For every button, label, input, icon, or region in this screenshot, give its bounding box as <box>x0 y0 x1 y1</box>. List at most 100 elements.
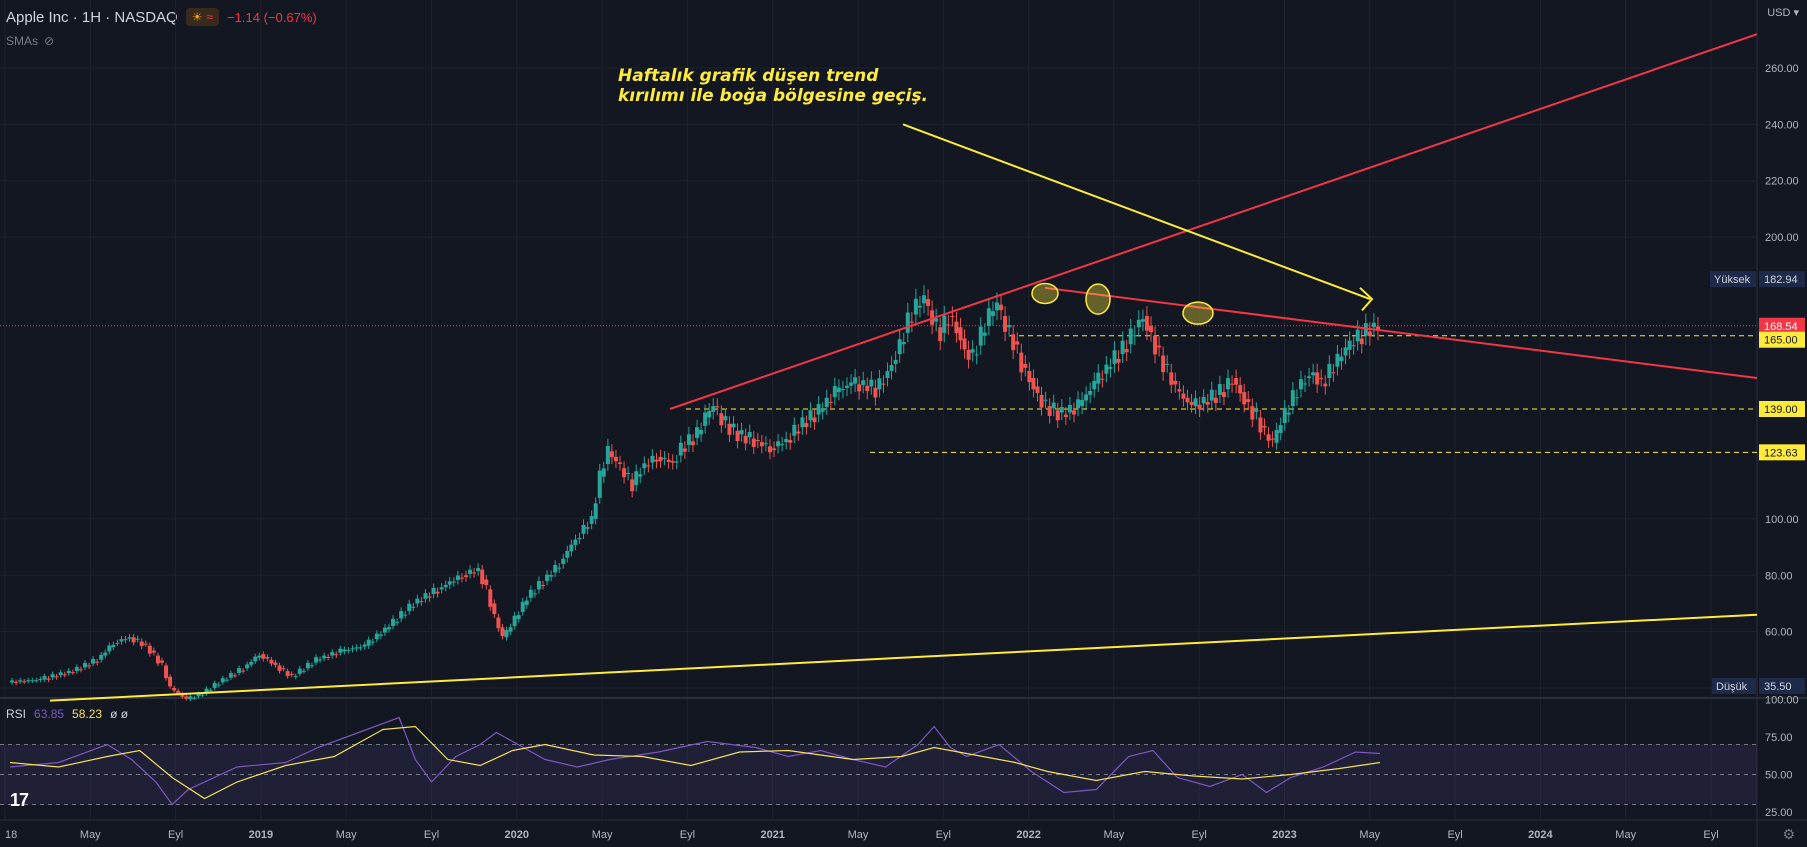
candle-body <box>630 479 635 492</box>
y-tick-label: 200.00 <box>1765 232 1799 244</box>
candle-body <box>1205 401 1210 405</box>
candle-body <box>1173 380 1178 385</box>
candle-body <box>962 338 967 350</box>
candle-body <box>670 461 675 463</box>
rsi-value: 63.85 <box>34 707 65 721</box>
candle-body <box>557 567 562 569</box>
candle-body <box>78 669 83 671</box>
tradingview-logo[interactable]: 17 <box>10 790 29 810</box>
candle-body <box>812 417 817 423</box>
candle-body <box>431 587 436 595</box>
candle-body <box>832 386 837 398</box>
candle-body <box>1347 340 1352 350</box>
candle-body <box>407 603 412 611</box>
candle-body <box>747 431 752 438</box>
candle-body <box>1367 331 1372 337</box>
candle-body <box>970 349 975 353</box>
candle-body <box>1303 383 1308 385</box>
candle-body <box>204 688 209 694</box>
x-tick-label: May <box>848 829 869 841</box>
candle-body <box>901 341 906 345</box>
candle-body <box>836 387 841 393</box>
candle-body <box>1003 316 1008 332</box>
candle-body <box>1371 322 1376 328</box>
candle-body <box>885 371 890 378</box>
horizontal-levels <box>0 325 1757 453</box>
candle-body <box>1076 399 1081 409</box>
candle-body <box>739 430 744 435</box>
x-tick-label: 2024 <box>1528 829 1553 841</box>
candle-body <box>638 474 643 477</box>
candle-body <box>800 417 805 428</box>
annotation-line-1: Haftalık grafik düşen trend <box>618 66 879 86</box>
candle-body <box>690 441 695 446</box>
candle-body <box>131 637 136 643</box>
candle-body <box>297 668 302 674</box>
high-price-badge-bg <box>1759 271 1805 288</box>
candle-body <box>840 389 845 391</box>
candle-body <box>605 445 610 464</box>
candle-body <box>1169 372 1174 385</box>
candle-body <box>62 674 67 676</box>
candle-body <box>541 585 546 587</box>
long-term-support-line <box>49 613 1758 702</box>
low-price-badge-bg <box>1759 678 1805 694</box>
candle-body <box>273 662 278 665</box>
candle-body <box>1067 404 1072 413</box>
market-status-badge[interactable]: ☀ ≈ <box>185 8 220 26</box>
candle-body <box>403 614 408 616</box>
symbol-title[interactable]: Apple Inc · 1H · NASDAQ <box>6 8 178 26</box>
candle-body <box>492 603 497 615</box>
rsi-legend[interactable]: RSI 63.85 58.23 ø ø <box>6 707 128 721</box>
candle-body <box>200 694 205 696</box>
candle-body <box>301 670 306 672</box>
candle-body <box>966 349 971 360</box>
trendlines[interactable] <box>49 33 1758 702</box>
candle-body <box>50 674 55 678</box>
settings-icon[interactable]: ⚙ <box>1782 826 1795 842</box>
candle-body <box>99 654 104 660</box>
candle-body <box>1161 355 1166 373</box>
candle-body <box>1165 363 1170 365</box>
candle-body <box>435 591 440 594</box>
candle-body <box>917 305 922 308</box>
rsi-ma-line <box>9 725 1381 800</box>
candle-body <box>1055 410 1060 421</box>
candle-body <box>613 456 618 462</box>
candle-body <box>938 327 943 342</box>
candle-body <box>593 503 598 519</box>
candle-body <box>103 652 108 656</box>
candle-body <box>1015 341 1020 345</box>
candle-body <box>1084 394 1089 401</box>
candle-body <box>1250 406 1255 420</box>
candle-body <box>1294 397 1299 399</box>
candle-body <box>504 630 509 638</box>
candle-body <box>1335 353 1340 367</box>
candle-body <box>1226 378 1231 390</box>
rsi-tick-label: 25.00 <box>1765 807 1793 819</box>
candle-body <box>115 642 120 644</box>
candle-body <box>978 326 983 346</box>
x-tick-label: 2022 <box>1016 829 1040 841</box>
candle-body <box>22 681 27 683</box>
x-tick-label: Eyl <box>1703 829 1718 841</box>
currency-selector[interactable]: USD ▾ <box>1767 7 1799 19</box>
annotation-text[interactable]: Haftalık grafik düşen trend kırılımı ile… <box>618 66 928 106</box>
candle-body <box>942 315 947 333</box>
candle-body <box>196 693 201 697</box>
indicator-smas[interactable]: SMAs ⊘ <box>6 34 54 48</box>
candle-body <box>1153 335 1158 355</box>
x-tick-label: Eyl <box>168 829 183 841</box>
eye-hidden-icon[interactable]: ⊘ <box>44 34 55 48</box>
candle-body <box>634 471 639 486</box>
candle-body <box>772 448 777 451</box>
candle-body <box>699 430 704 435</box>
peak-marker <box>1031 282 1059 305</box>
y-tick-label: 60.00 <box>1765 627 1793 639</box>
currency-label: USD <box>1767 7 1791 19</box>
candle-body <box>127 637 132 639</box>
candle-body <box>642 463 647 469</box>
candle-body <box>66 670 71 674</box>
x-tick-label: Eyl <box>936 829 951 841</box>
